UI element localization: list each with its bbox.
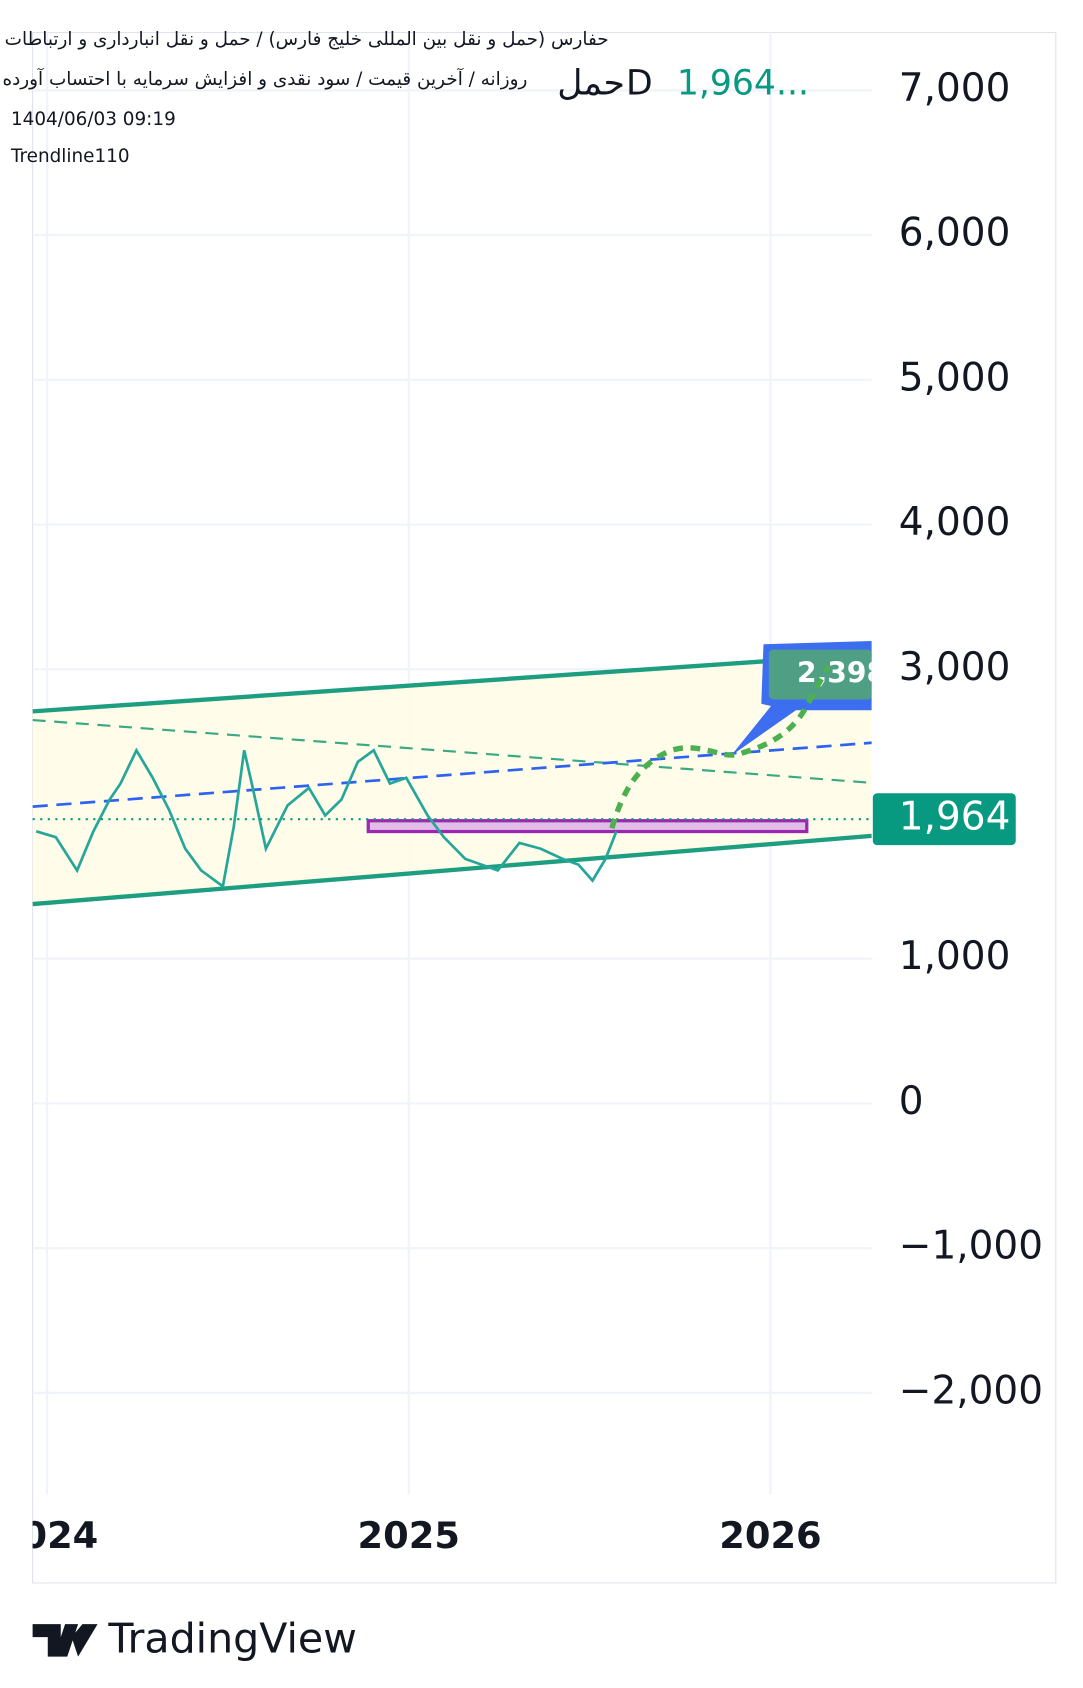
x-tick-label: 2024: [0, 1514, 98, 1557]
price: 1,964...: [677, 63, 809, 103]
channel-top: [32, 651, 872, 714]
support-zone: [366, 819, 809, 834]
drawings: [32, 651, 872, 907]
dashed-trend: [32, 718, 872, 784]
callout: [768, 649, 872, 700]
datetime: 1404/06/03 09:19: [11, 109, 176, 130]
y-tick-label: 1,000: [899, 934, 1011, 979]
callout-label: 2,398: [797, 657, 886, 690]
author: Trendline110: [10, 146, 130, 167]
y-tick-label: 7,000: [899, 66, 1011, 111]
y-tick-label: −2,000: [899, 1368, 1043, 1413]
y-tick-label: 3,000: [899, 645, 1011, 690]
frame: [32, 31, 1057, 1584]
subtitle: حفارس (حمل و نقل بین المللی خلیج فارس) /…: [5, 29, 609, 50]
symbol: حمل: [557, 63, 625, 103]
x-tick-label: 2025: [358, 1514, 460, 1557]
y-tick-label: 0: [899, 1079, 924, 1124]
brand-logo: [32, 1624, 98, 1657]
brand: TradingView: [107, 1614, 356, 1662]
last-price-box: [872, 793, 1016, 846]
projection: 2,398: [609, 640, 886, 830]
y-tick-label: 6,000: [899, 211, 1011, 256]
last-price-label: 1,964: [899, 795, 1011, 840]
channel-bottom: [32, 833, 872, 907]
price-line: [35, 747, 618, 889]
interval: D: [626, 63, 653, 103]
projection-path: [609, 664, 831, 830]
x-tick-label: 2026: [719, 1514, 821, 1557]
settings: روزانه / آخرین قیمت / سود نقدی و افزایش …: [2, 67, 527, 90]
channel-fill: [32, 653, 872, 905]
y-tick-label: 5,000: [899, 355, 1011, 400]
y-tick-label: −1,000: [899, 1224, 1043, 1269]
y-tick-label: 4,000: [899, 500, 1011, 545]
